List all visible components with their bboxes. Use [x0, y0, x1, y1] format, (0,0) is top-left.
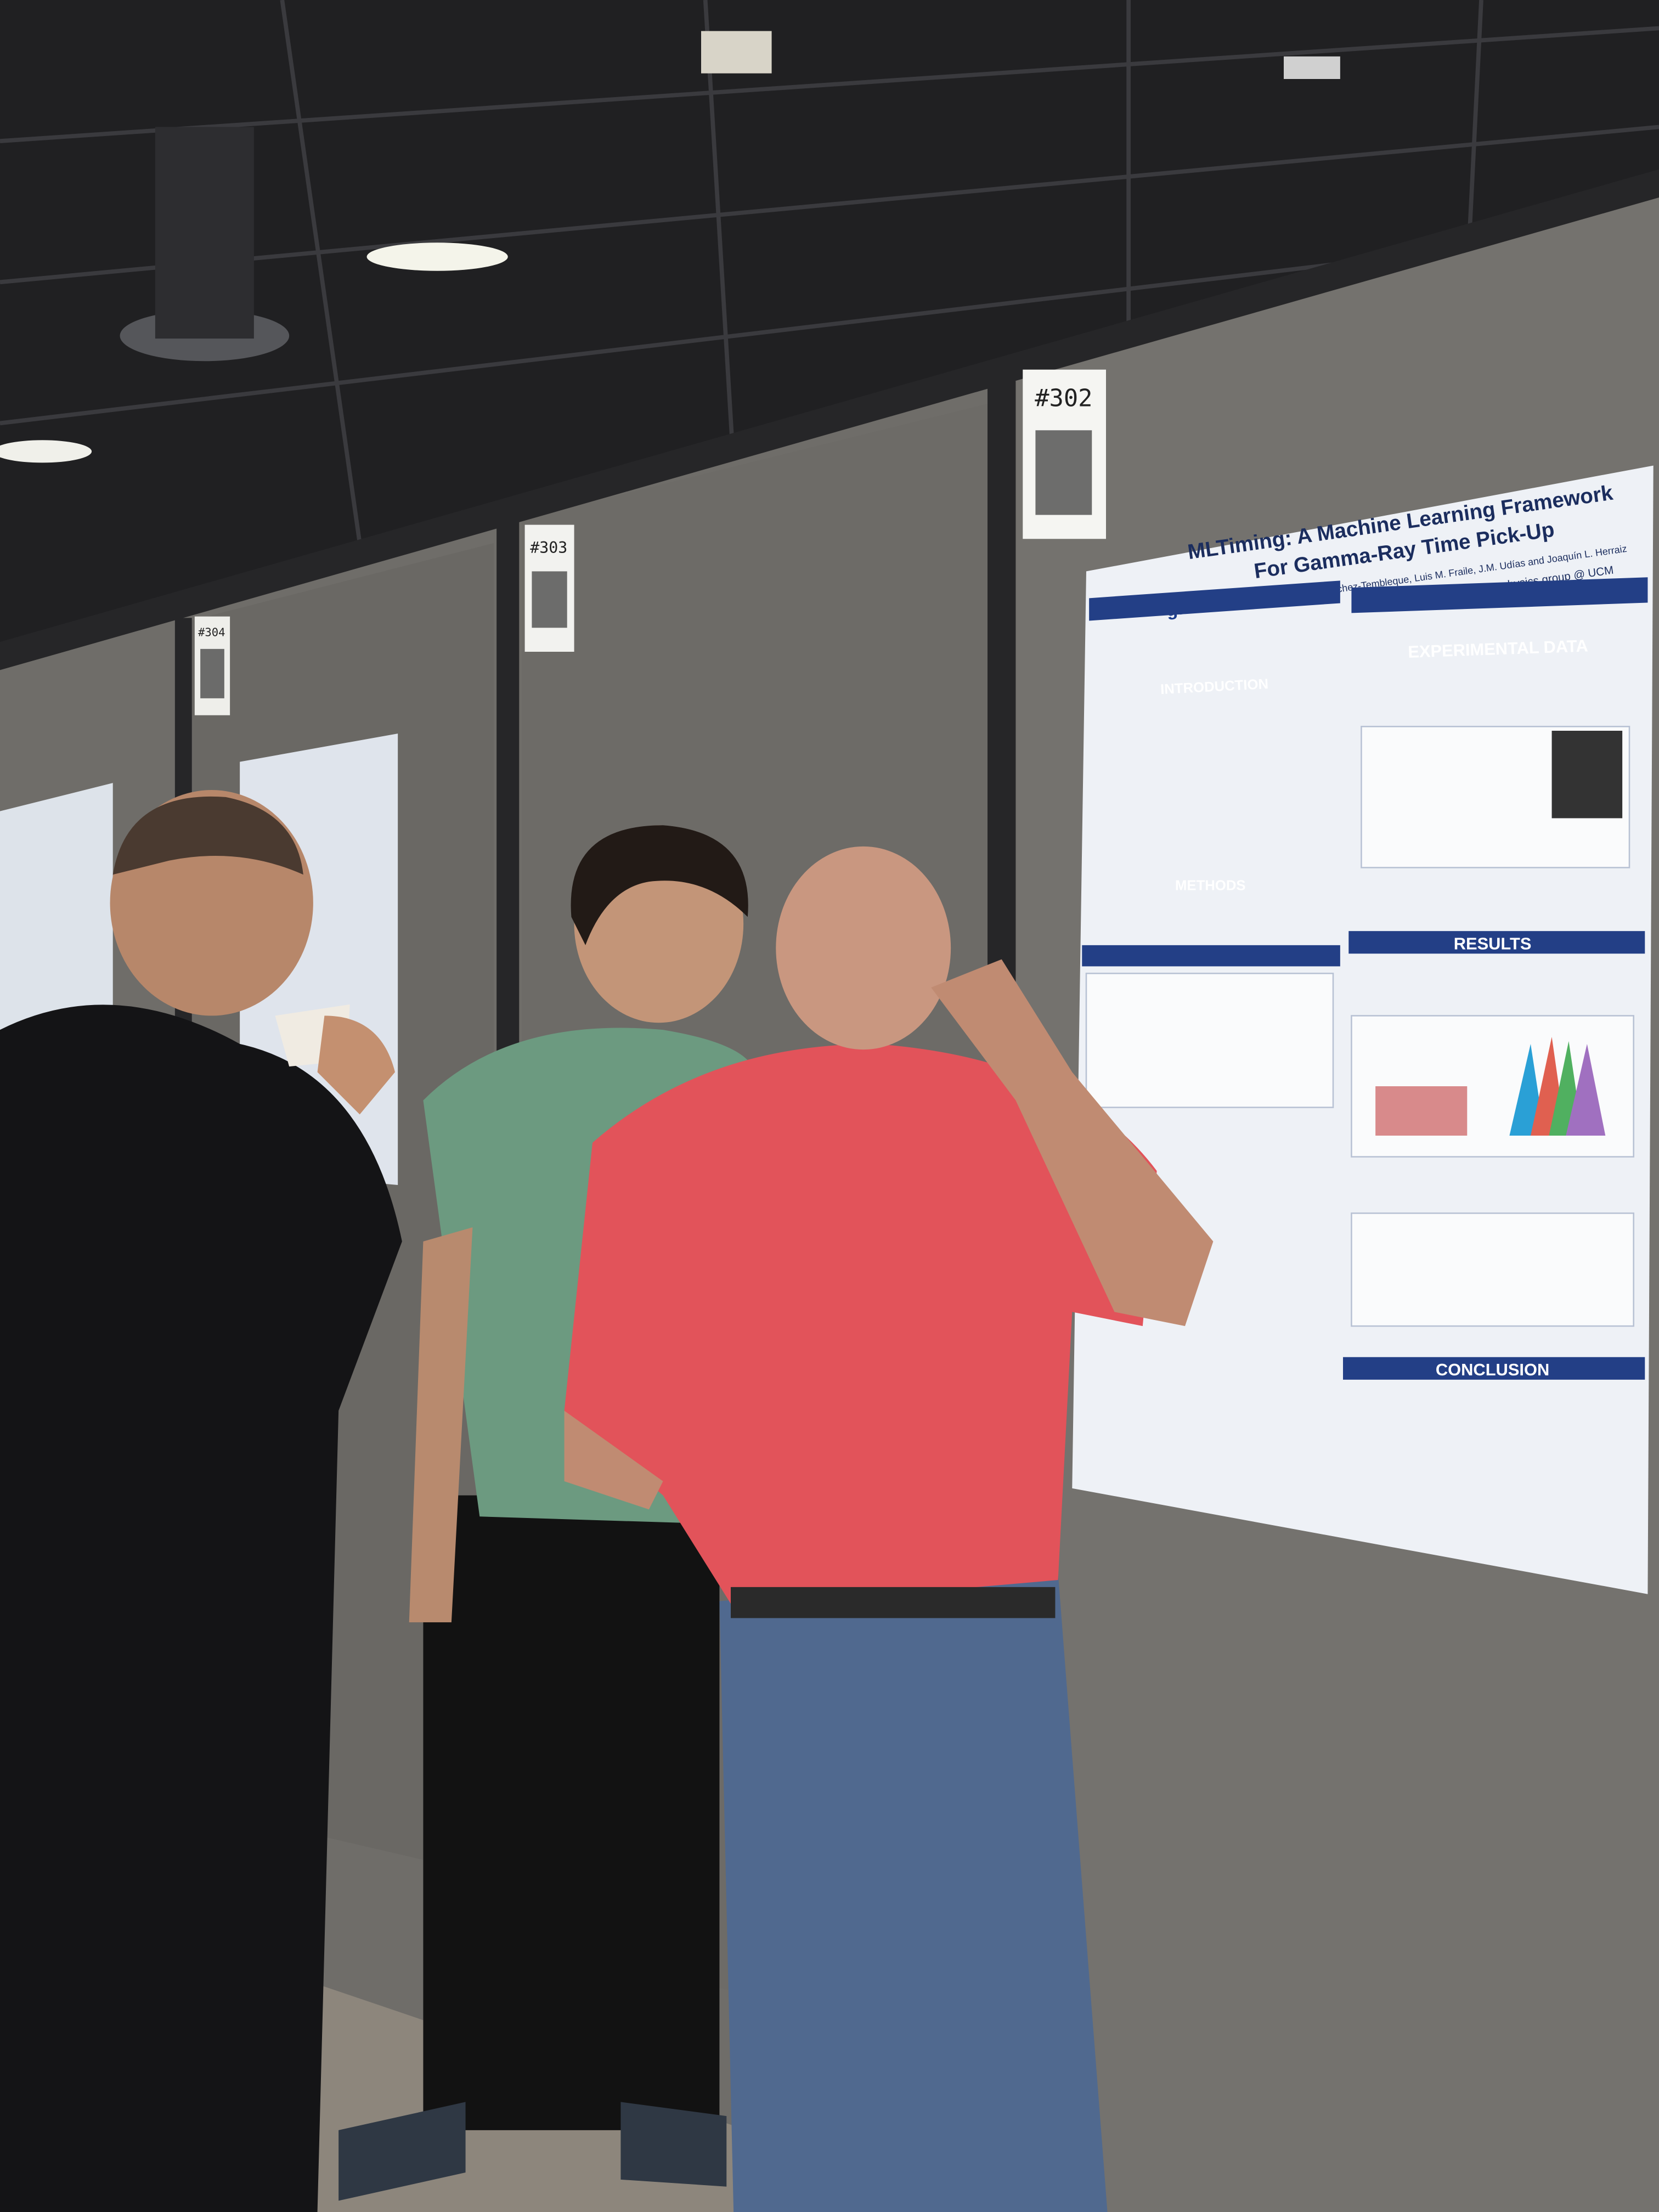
histograms	[1375, 1037, 1606, 1136]
shape	[317, 1015, 395, 1115]
shape	[112, 796, 303, 875]
section-bar	[1351, 577, 1648, 613]
shape	[620, 2102, 727, 2187]
shape	[338, 2102, 466, 2201]
person-left	[0, 790, 402, 2212]
section-bar	[1089, 580, 1340, 621]
qr-code	[532, 571, 567, 628]
person-right	[564, 846, 1214, 2212]
sign-label: #304	[198, 626, 225, 639]
shape	[423, 1495, 720, 2130]
shape	[703, 0, 736, 466]
shape	[564, 1043, 1157, 1609]
section-header: METHODS	[1175, 878, 1246, 894]
shape	[1566, 1043, 1606, 1136]
shape	[0, 1005, 402, 2212]
poster	[0, 783, 113, 1051]
projector	[701, 31, 772, 74]
poster-sections: INTRODUCTION METHODS EXPERIMENTAL DATA R…	[1082, 577, 1648, 1380]
shape	[1351, 1212, 1635, 1327]
shape	[409, 1227, 473, 1623]
shape	[564, 1410, 663, 1510]
shape	[0, 169, 1659, 670]
shape	[571, 825, 748, 945]
duct	[155, 127, 254, 339]
shape	[731, 1587, 1056, 1618]
shape	[0, 26, 1659, 143]
qr-code	[200, 648, 224, 698]
ceiling-light	[366, 242, 508, 271]
section-header: RESULTS	[1454, 934, 1532, 953]
shape	[776, 846, 951, 1050]
ceiling-light	[0, 440, 92, 463]
shape	[0, 125, 1659, 285]
sign-label: #302	[1035, 385, 1092, 413]
section-bar	[1082, 945, 1340, 967]
sign-label: #303	[530, 539, 567, 557]
shape	[931, 959, 1214, 1327]
shape	[719, 1573, 1108, 2212]
section-header: CONCLUSION	[1436, 1360, 1549, 1379]
qr-code	[1035, 430, 1092, 515]
section-bar	[1348, 931, 1645, 954]
photo	[1551, 731, 1623, 819]
shape	[280, 0, 369, 593]
ceiling-light	[1284, 56, 1340, 79]
section-bar	[1343, 1357, 1645, 1380]
shape	[1375, 1086, 1468, 1136]
shape	[1085, 973, 1334, 1108]
